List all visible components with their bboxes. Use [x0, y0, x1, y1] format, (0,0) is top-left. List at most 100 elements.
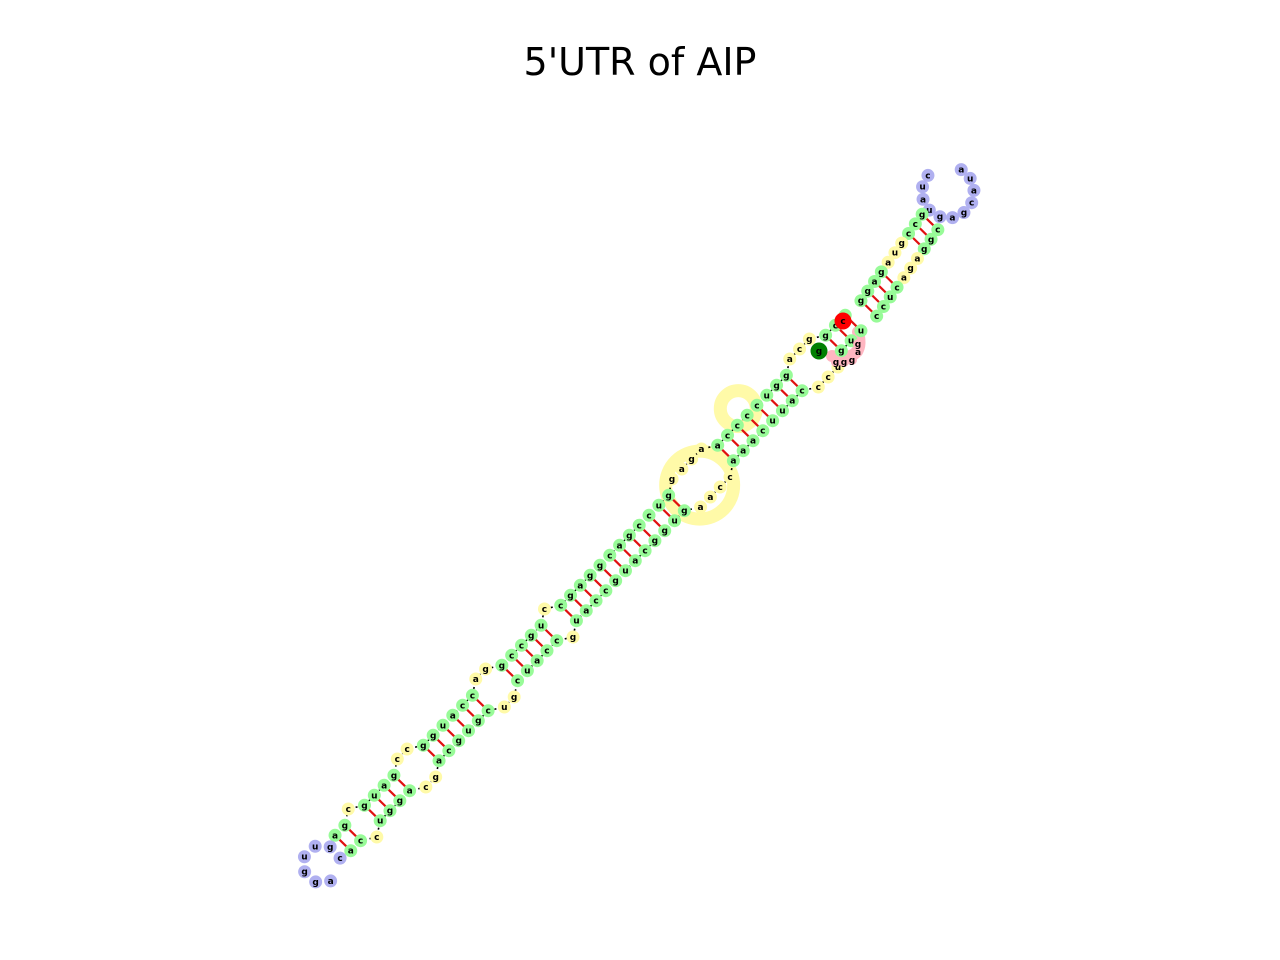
- nucleotide-strand-a: c: [756, 424, 770, 438]
- svg-text:g: g: [499, 661, 505, 671]
- nucleotide-strand-b: g: [622, 528, 636, 542]
- nucleotide-strand-b: c: [721, 428, 735, 442]
- svg-text:c: c: [727, 473, 732, 483]
- nucleotide-strand-a: g: [429, 770, 443, 784]
- nucleotide-strand-b: c: [750, 398, 764, 412]
- svg-text:c: c: [646, 511, 651, 521]
- nucleotide-strand-a: u: [854, 324, 868, 338]
- svg-text:c: c: [840, 317, 845, 327]
- svg-text:c: c: [881, 303, 886, 313]
- top-stem-nucleotide: u: [883, 290, 897, 304]
- svg-text:c: c: [346, 805, 351, 815]
- nucleotide-strand-b: g: [495, 658, 509, 672]
- svg-text:u: u: [371, 791, 377, 801]
- bottom-hairpin-loop-nucleotide: u: [297, 850, 311, 864]
- top-stem-nucleotide: c: [876, 300, 890, 314]
- bottom-hairpin-loop-nucleotide: c: [333, 851, 347, 865]
- svg-text:c: c: [925, 171, 930, 181]
- svg-text:g: g: [806, 335, 812, 345]
- svg-text:a: a: [450, 711, 456, 721]
- svg-text:a: a: [715, 441, 721, 451]
- svg-text:c: c: [744, 411, 749, 421]
- svg-text:g: g: [455, 737, 461, 747]
- svg-text:c: c: [725, 431, 730, 441]
- svg-text:c: c: [358, 837, 363, 847]
- svg-text:c: c: [760, 427, 765, 437]
- svg-text:g: g: [838, 347, 844, 357]
- bottom-hairpin-loop-nucleotide: g: [323, 840, 337, 854]
- nucleotide-strand-a: a: [579, 604, 593, 618]
- nucleotide-strand-a: u: [775, 404, 789, 418]
- nucleotide-strand-b: g: [564, 588, 578, 602]
- svg-text:a: a: [407, 787, 413, 797]
- svg-text:u: u: [892, 249, 898, 259]
- nucleotide-strand-a: c: [811, 380, 825, 394]
- top-stem-nucleotide: g: [915, 207, 929, 221]
- svg-text:u: u: [769, 417, 775, 427]
- svg-text:c: c: [374, 833, 379, 843]
- svg-text:g: g: [783, 371, 789, 381]
- svg-text:a: a: [707, 493, 713, 503]
- top-stem-nucleotide: u: [888, 246, 902, 260]
- top-stem-nucleotide: g: [924, 232, 938, 246]
- svg-text:u: u: [524, 667, 530, 677]
- top-stem-nucleotide: a: [910, 252, 924, 266]
- bottom-hairpin-loop-nucleotide: u: [308, 839, 322, 853]
- nucleotide-strand-a: c: [550, 634, 564, 648]
- svg-text:g: g: [928, 235, 934, 245]
- nucleotide-strand-b: g: [357, 798, 371, 812]
- nucleotide-strand-a: g: [658, 524, 672, 538]
- svg-text:u: u: [656, 501, 662, 511]
- top-hairpin-loop-nucleotide: c: [921, 168, 935, 182]
- top-hairpin-loop-nucleotide: a: [916, 192, 930, 206]
- top-stem-nucleotide: c: [902, 226, 916, 240]
- nucleotide-strand-b: g: [802, 332, 816, 346]
- svg-text:g: g: [833, 358, 839, 368]
- svg-text:c: c: [544, 647, 549, 657]
- nucleotide-strand-b: u: [436, 718, 450, 732]
- top-stem-nucleotide: g: [874, 265, 888, 279]
- svg-text:c: c: [833, 321, 838, 331]
- nucleotide-strand-a: c: [511, 674, 525, 688]
- nucleotide-strand-b: a: [783, 352, 797, 366]
- svg-text:c: c: [395, 755, 400, 765]
- nucleotide-strand-b: c: [632, 518, 646, 532]
- svg-text:c: c: [470, 691, 475, 701]
- nucleotide-strand-a: u: [618, 564, 632, 578]
- svg-text:u: u: [301, 853, 307, 863]
- svg-text:u: u: [858, 327, 864, 337]
- top-stem-nucleotide: c: [931, 223, 945, 237]
- nucleotide-strand-b: u: [760, 388, 774, 402]
- exterior-loop-nucleotide: g: [853, 339, 863, 350]
- nucleotide-strand-b: g: [665, 472, 679, 486]
- top-stem-nucleotide: a: [881, 255, 895, 269]
- svg-text:g: g: [597, 561, 603, 571]
- svg-text:g: g: [865, 287, 871, 297]
- svg-text:g: g: [937, 213, 943, 223]
- svg-text:u: u: [919, 183, 925, 193]
- top-stem-nucleotide: a: [868, 274, 882, 288]
- nucleotide-strand-a: c: [821, 370, 835, 384]
- svg-text:g: g: [961, 209, 967, 219]
- svg-text:a: a: [885, 258, 891, 268]
- nucleotide-strand-b: g: [819, 328, 833, 342]
- nucleotide-strand-a: g: [566, 630, 580, 644]
- nucleotide-strand-a: g: [609, 574, 623, 588]
- svg-text:a: a: [436, 757, 442, 767]
- exterior-loop-nucleotide: g: [839, 357, 849, 368]
- svg-text:a: a: [787, 355, 793, 365]
- svg-text:a: a: [632, 557, 638, 567]
- nucleotide-strand-a: c: [370, 830, 384, 844]
- svg-text:c: c: [593, 597, 598, 607]
- svg-text:a: a: [750, 437, 756, 447]
- nucleotide-strand-a: a: [726, 454, 740, 468]
- svg-text:c: c: [515, 677, 520, 687]
- exterior-loop-nucleotide: g: [831, 357, 841, 368]
- three-prime-end-marker: c: [834, 312, 852, 330]
- nucleotide-strand-a: g: [471, 714, 485, 728]
- svg-text:g: g: [612, 577, 618, 587]
- svg-text:c: c: [969, 199, 974, 209]
- top-stem-nucleotide: c: [870, 309, 884, 323]
- nucleotide-strand-b: a: [573, 578, 587, 592]
